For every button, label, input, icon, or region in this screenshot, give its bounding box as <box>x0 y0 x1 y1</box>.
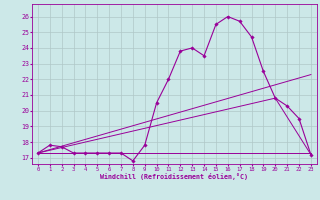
X-axis label: Windchill (Refroidissement éolien,°C): Windchill (Refroidissement éolien,°C) <box>100 173 248 180</box>
